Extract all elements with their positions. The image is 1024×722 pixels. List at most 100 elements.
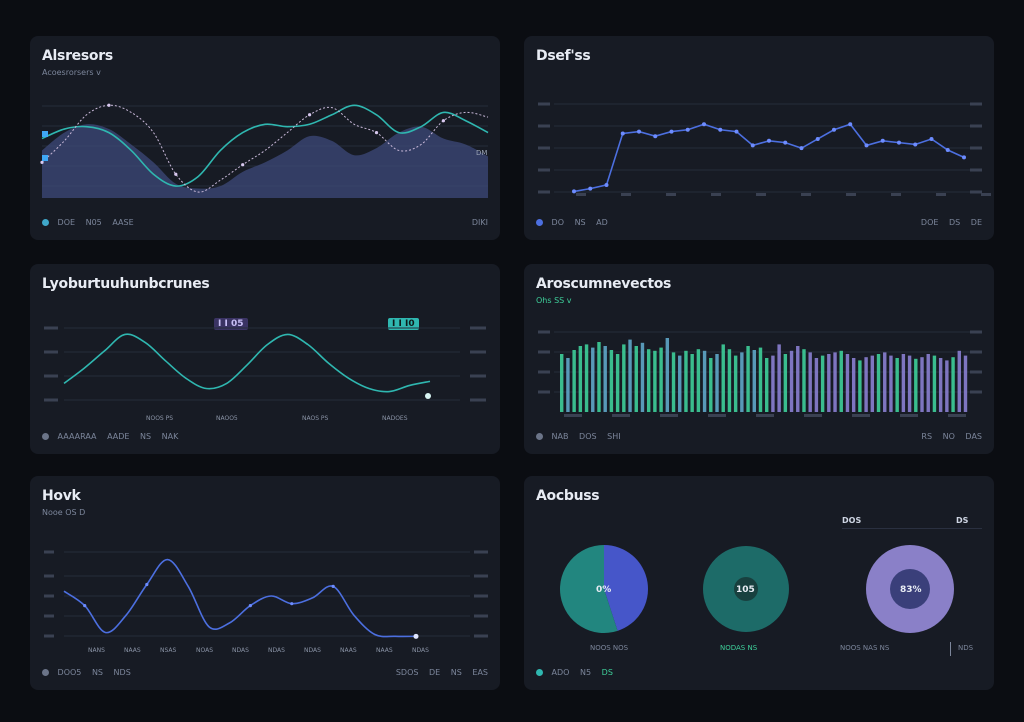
bar: [560, 354, 564, 412]
data-point: [40, 160, 44, 164]
bar: [833, 352, 837, 412]
bar-chart-plot: [538, 330, 982, 417]
x-tick-mark: [804, 414, 822, 417]
donut-legend-top-left: DOS: [842, 516, 862, 525]
y-tick-mark: [970, 390, 982, 394]
x-tick-mark: [981, 193, 991, 196]
wave-series-line: [63, 333, 431, 393]
x-tick-mark: [711, 193, 721, 196]
bar: [839, 350, 843, 412]
x-tick-label: NDAS: [232, 647, 249, 654]
donut-center-label: 0%: [596, 585, 611, 595]
footer-label: AAAARAA: [57, 432, 97, 441]
y-tick-mark: [970, 350, 982, 354]
y-tick-mark: [538, 190, 550, 194]
footer-label: AADE: [107, 432, 130, 441]
data-point: [308, 113, 312, 117]
line-chart-plot: [538, 102, 991, 196]
x-tick-mark: [756, 193, 766, 196]
footer-right-labels: RS NO DAS: [921, 432, 982, 441]
bar: [870, 355, 875, 412]
footer-label: NAB: [551, 432, 569, 441]
donut-caption: NDS: [958, 644, 974, 652]
y-tick-mark: [970, 124, 982, 128]
legend-marker: [42, 155, 48, 161]
legend-marker: [42, 131, 48, 137]
legend-dot-icon: [42, 669, 49, 676]
bar: [820, 355, 825, 412]
data-point: [929, 136, 934, 141]
y-tick-mark: [44, 594, 54, 598]
series-line: [63, 558, 417, 638]
footer-label: DOS: [579, 432, 597, 441]
bar: [746, 346, 750, 412]
wave-chart-footer: AAAARAA AADE NS NAK: [42, 432, 488, 444]
x-tick-mark: [612, 414, 630, 417]
donut-caption: NODAS NS: [720, 644, 758, 652]
bar: [690, 354, 694, 412]
footer-label: DAS: [965, 432, 982, 441]
donut-chart-title: Aocbuss: [536, 488, 600, 504]
data-point: [248, 604, 252, 608]
hovk-chart-subtitle: Nooe OS D: [42, 508, 86, 517]
dashed-series-line: [41, 104, 489, 193]
line-chart-card: Dsef'ss DO NS AD DOE DS DE: [524, 36, 994, 240]
footer-label: DE: [970, 218, 982, 227]
bar: [659, 347, 663, 412]
x-tick-label: NAAS: [376, 647, 393, 654]
legend-dot-icon: [42, 219, 49, 226]
data-point: [685, 127, 690, 132]
data-point: [962, 155, 966, 160]
bar: [696, 349, 701, 412]
data-point: [799, 146, 804, 151]
footer-label: SDOS: [395, 668, 419, 677]
bar: [758, 347, 763, 412]
footer-label: DE: [429, 668, 441, 677]
wave-chart-plot: NOOS PS NAOO5 NAOS PS NADOES: [44, 326, 486, 422]
data-point: [572, 189, 576, 194]
pie-slice: [560, 545, 618, 633]
y-tick-mark: [44, 550, 54, 554]
bar: [634, 346, 638, 412]
legend-dot-icon: [536, 219, 543, 226]
x-tick-mark: [621, 193, 631, 196]
legend-dot-icon: [42, 433, 49, 440]
footer-label: DOE: [57, 218, 76, 227]
y-tick-mark: [44, 350, 58, 354]
area-chart-card: Alsresors Acoesrorsers v DM DOE N05 AASE…: [30, 36, 500, 240]
footer-label: NS: [574, 218, 586, 227]
footer-right-labels: DOE DS DE: [921, 218, 982, 227]
area-chart-footer: DOE N05 AASE DIKI: [42, 218, 488, 230]
footer-label: NDS: [113, 668, 131, 677]
area-chart-plot: DM: [40, 103, 489, 198]
mid-label: DM: [476, 149, 487, 157]
bar: [827, 354, 831, 412]
bar: [646, 349, 651, 412]
footer-label: N5: [580, 668, 592, 677]
data-point: [620, 131, 625, 136]
x-tick-label: NADOES: [382, 415, 408, 422]
data-point: [767, 138, 771, 143]
bar-chart-subtitle: Ohs SS v: [536, 296, 572, 305]
footer-label: NS: [450, 668, 462, 677]
y-tick-mark: [474, 574, 488, 578]
wave-chart-title: Lyoburtuuhunbcrunes: [42, 276, 210, 292]
data-point: [848, 122, 853, 127]
bar: [851, 358, 856, 412]
data-point: [669, 129, 674, 134]
bar: [858, 360, 862, 412]
data-point: [750, 143, 755, 148]
bar: [715, 354, 719, 412]
x-tick-mark: [756, 414, 774, 417]
legend-dot-icon: [536, 669, 543, 676]
x-tick-mark: [666, 193, 676, 196]
y-tick-mark: [474, 634, 488, 638]
bar-chart-title: Aroscumnevectos: [536, 276, 672, 292]
bar: [678, 355, 682, 412]
y-tick-mark: [970, 330, 982, 334]
caption-divider: [950, 642, 951, 656]
y-tick-mark: [470, 350, 486, 354]
bar: [932, 355, 937, 412]
footer-label: RS: [921, 432, 933, 441]
hovk-chart-title: Hovk: [42, 488, 81, 504]
